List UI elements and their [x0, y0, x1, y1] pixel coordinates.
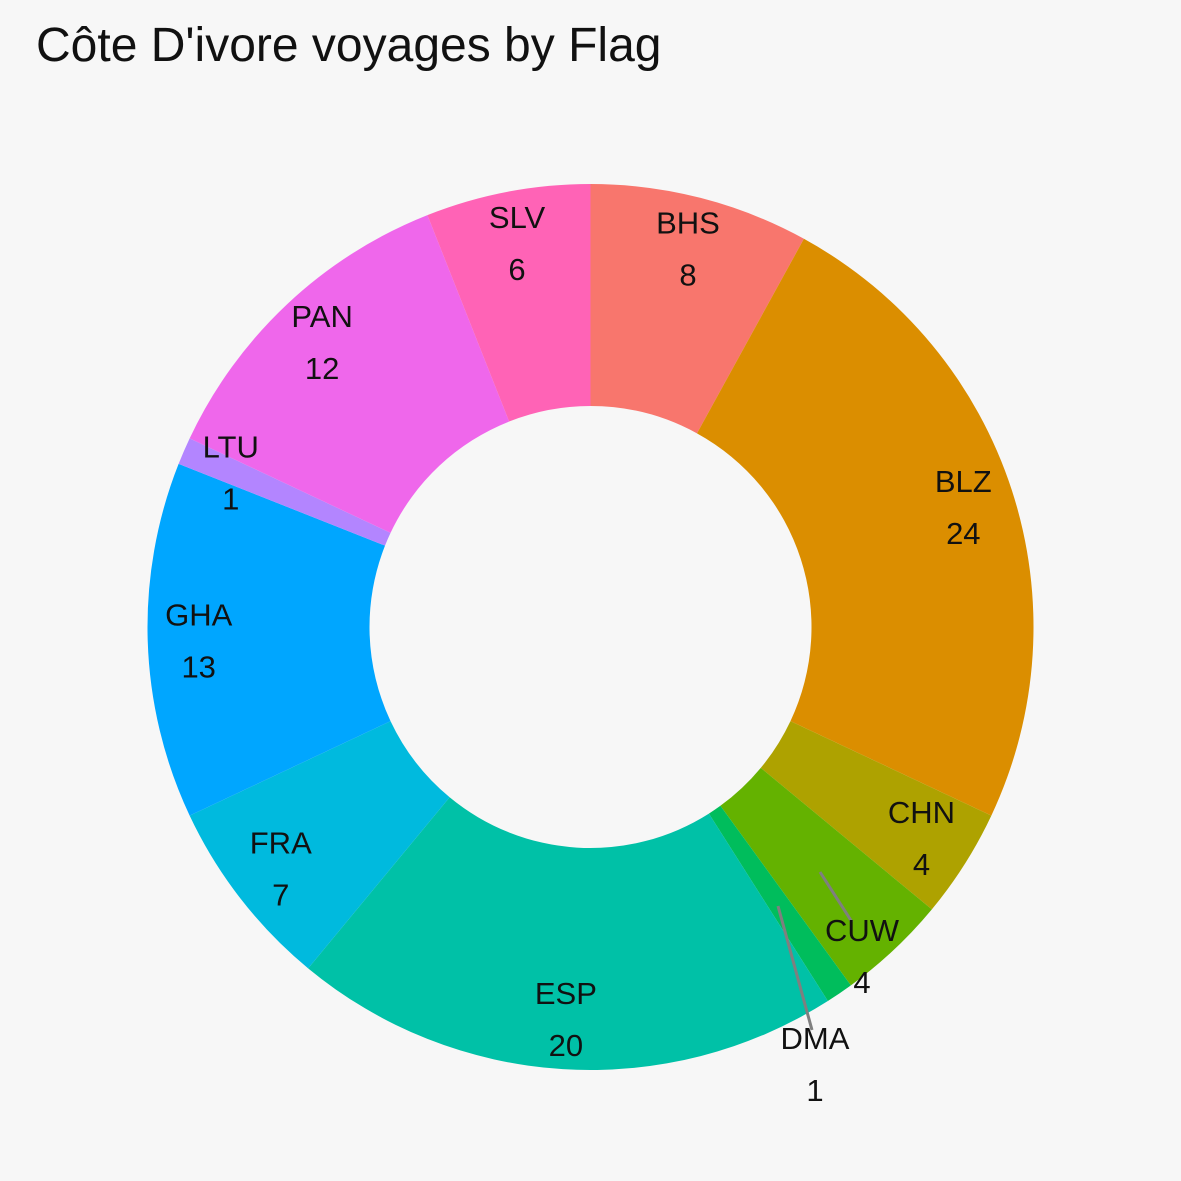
- slice-value-ltu: 1: [222, 481, 239, 516]
- slice-value-chn: 4: [913, 847, 930, 882]
- slice-value-dma: 1: [806, 1073, 823, 1108]
- chart-title: Côte D'ivore voyages by Flag: [36, 19, 662, 72]
- slice-value-gha: 13: [181, 649, 215, 684]
- slice-blz: [696, 238, 1034, 816]
- leader-line-dma: [776, 905, 814, 1031]
- slice-label-chn: CHN: [888, 795, 955, 830]
- slice-slv: [427, 184, 591, 422]
- slice-ltu: [178, 438, 391, 546]
- slice-label-fra: FRA: [250, 825, 312, 860]
- slice-label-slv: SLV: [489, 200, 546, 235]
- slice-label-pan: PAN: [291, 299, 352, 334]
- slice-value-slv: 6: [508, 252, 525, 287]
- slice-value-bhs: 8: [679, 257, 696, 292]
- slice-value-cuw: 4: [853, 965, 870, 1000]
- slice-label-dma: DMA: [781, 1021, 850, 1056]
- slice-value-fra: 7: [272, 877, 289, 912]
- slice-label-esp: ESP: [535, 976, 597, 1011]
- slice-label-gha: GHA: [165, 597, 233, 632]
- slice-chn: [760, 721, 992, 910]
- leader-lines: [776, 871, 854, 1031]
- slice-fra: [189, 721, 450, 969]
- slice-bhs: [590, 184, 804, 434]
- slice-label-bhs: BHS: [656, 205, 720, 240]
- slice-value-pan: 12: [305, 351, 339, 386]
- slice-label-blz: BLZ: [935, 464, 992, 499]
- slice-gha: [147, 463, 391, 816]
- slice-value-blz: 24: [946, 516, 980, 551]
- slice-dma: [708, 805, 851, 1002]
- slice-label-cuw: CUW: [825, 913, 900, 948]
- slice-esp: [308, 797, 828, 1070]
- slice-cuw: [720, 767, 932, 986]
- slice-label-ltu: LTU: [203, 429, 259, 464]
- slice-pan: [189, 215, 510, 533]
- leader-line-cuw: [818, 871, 854, 923]
- slice-value-esp: 20: [549, 1028, 583, 1063]
- slice-labels: BHS8BLZ24CHN4CUW4DMA1ESP20FRA7GHA13LTU1P…: [165, 200, 992, 1108]
- donut-slices: [147, 184, 1034, 1070]
